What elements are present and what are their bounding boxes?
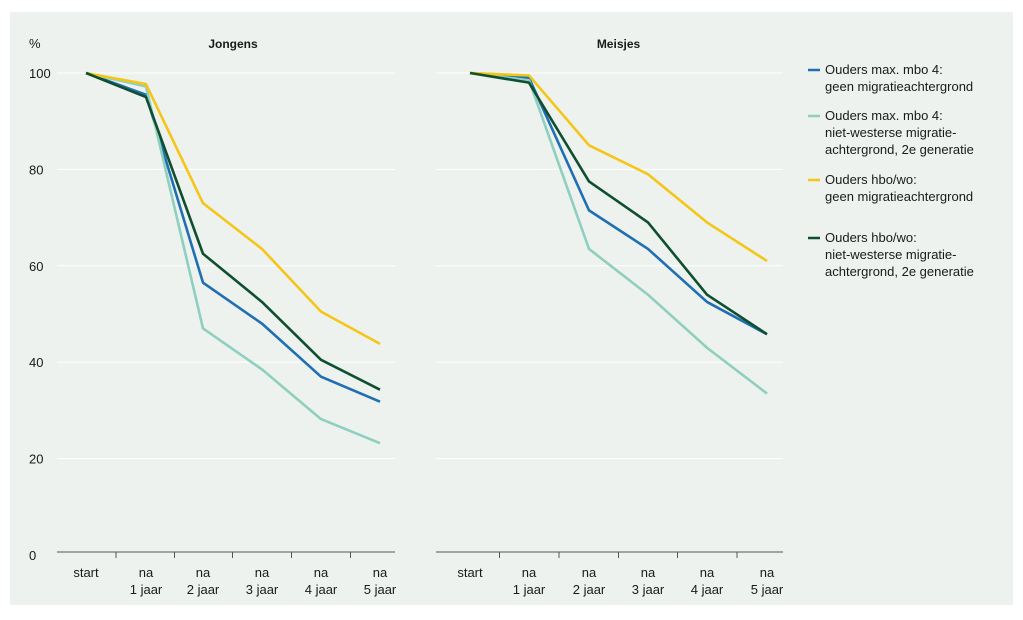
y-axis-unit: % (29, 36, 41, 51)
panel-title: Jongens (208, 37, 258, 51)
x-tick-label: na 2 jaar (187, 565, 220, 597)
legend: Ouders max. mbo 4: geen migratieachtergro… (808, 62, 974, 279)
chart-background (10, 12, 1013, 605)
series-line (85, 71, 381, 445)
x-tick-label: na 4 jaar (305, 565, 338, 597)
panel-title: Meisjes (597, 37, 641, 51)
y-tick-label: 0 (29, 548, 36, 563)
x-tick-label: na 5 jaar (751, 565, 784, 597)
series-line (85, 71, 381, 391)
x-tick-label: na 1 jaar (130, 565, 163, 597)
y-tick-label: 60 (29, 259, 43, 274)
series-line (85, 71, 381, 403)
y-tick-label: 100 (29, 66, 51, 81)
x-tick-label: na 4 jaar (691, 565, 724, 597)
legend-label: Ouders hbo/wo: geen migratieachtergrond (825, 172, 973, 204)
series-line (469, 71, 768, 336)
series-line (469, 71, 768, 395)
series-line (469, 71, 768, 263)
panel-jongens: Jongens start na 1 jaar na 2 jaar na 3 jaar na 4 … (57, 37, 397, 597)
x-tick-label: na 3 jaar (246, 565, 279, 597)
legend-label: Ouders hbo/wo: niet-westerse migratie-ach… (825, 230, 974, 279)
y-tick-label: 80 (29, 162, 43, 177)
x-tick-label: na 5 jaar (364, 565, 397, 597)
x-tick-label: na 2 jaar (573, 565, 606, 597)
y-tick-label: 20 (29, 452, 43, 467)
y-tick-label: 40 (29, 355, 43, 370)
panel-meisjes: Meisjes start na 1 jaar na 2 jaar na 3 jaar na 4 … (436, 37, 784, 597)
series-line (85, 71, 381, 346)
legend-label: Ouders max. mbo 4: geen migratieachtergro… (825, 62, 973, 94)
legend-label: Ouders max. mbo 4: niet-westerse migratie… (825, 108, 974, 157)
series-line (469, 71, 768, 336)
x-tick-label: na 3 jaar (632, 565, 665, 597)
x-tick-label: na 1 jaar (513, 565, 546, 597)
x-tick-label: start (457, 565, 483, 580)
x-tick-label: start (73, 565, 99, 580)
